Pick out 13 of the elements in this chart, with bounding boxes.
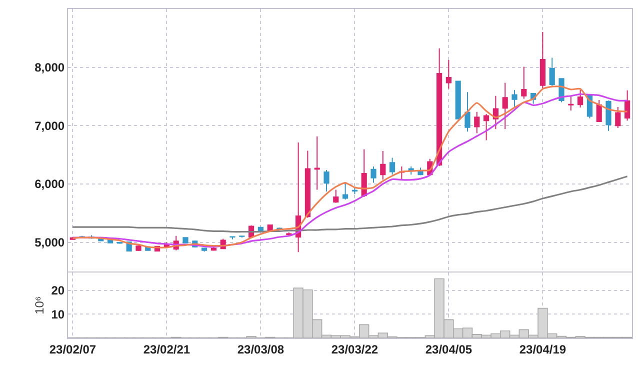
y-tick-label: 5,000 [34, 235, 65, 250]
y-tick-label: 6,000 [34, 177, 65, 192]
x-tick-label: 23/04/19 [519, 342, 566, 356]
x-tick-label: 23/02/21 [143, 342, 190, 356]
y-tick-label: 7,000 [34, 118, 65, 133]
x-tick-label: 23/03/22 [331, 342, 378, 356]
x-tick-label: 23/02/07 [49, 342, 96, 356]
y-tick-label: 8,000 [34, 60, 65, 75]
y-tick-label: 10 [51, 307, 65, 322]
y-axis-title: 10⁶ [32, 296, 47, 314]
y-tick-label: 20 [51, 284, 65, 298]
x-tick-label: 23/04/05 [425, 342, 472, 356]
x-tick-label: 23/03/08 [237, 342, 284, 356]
